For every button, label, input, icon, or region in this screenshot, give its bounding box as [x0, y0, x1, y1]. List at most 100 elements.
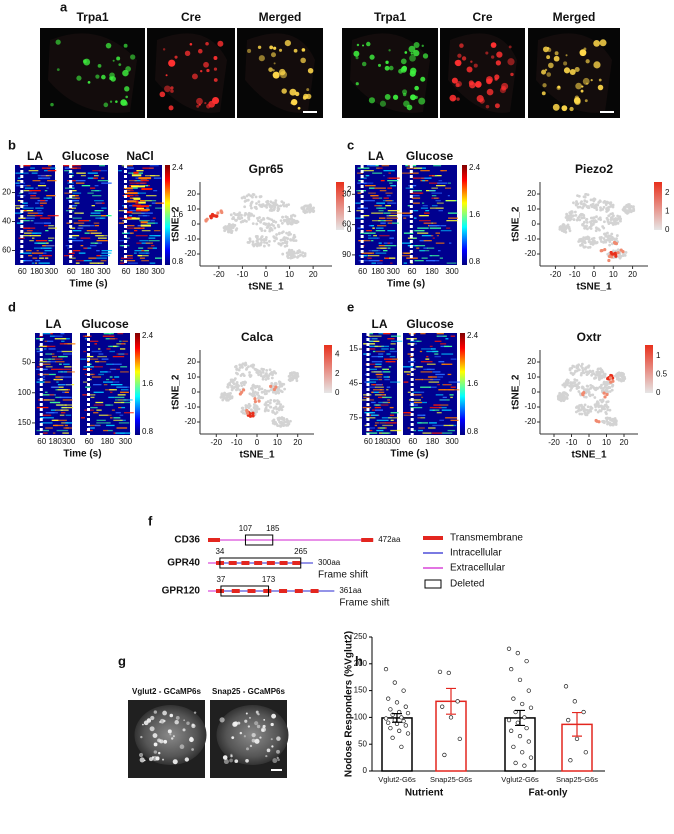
heatmap-streak: [375, 363, 382, 365]
x-axis-title: tSNE_1: [248, 282, 283, 293]
heatmap-streak: [366, 230, 372, 232]
cell-point: [294, 371, 297, 375]
cell-point: [243, 380, 247, 384]
cell-point: [277, 232, 281, 236]
cell-point: [251, 240, 255, 244]
cell-point: [601, 225, 605, 228]
neuron: [277, 758, 280, 762]
heatmap-streak: [363, 200, 375, 202]
cell-point: [270, 218, 274, 222]
heatmap-streak: [99, 170, 108, 172]
data-point: [515, 720, 520, 725]
heatmap-streak: [383, 212, 391, 214]
cell-point: [275, 233, 279, 236]
expressing-cell: [608, 376, 613, 380]
cell-point: [591, 393, 595, 397]
cell-point: [250, 206, 253, 210]
heatmap-streak: [17, 177, 21, 179]
heatmap-streak: [138, 205, 150, 208]
cell-point: [598, 199, 602, 203]
cell: [278, 48, 283, 52]
legend-label: Deleted: [450, 579, 484, 590]
cell-point: [260, 236, 263, 239]
cell-point: [261, 368, 264, 371]
heatmap-streak: [382, 175, 385, 177]
cell-point: [594, 405, 597, 409]
heatmap-streak: [45, 394, 55, 396]
cell-point: [616, 214, 620, 218]
cell-point: [240, 363, 243, 367]
panel-letter: f: [148, 513, 153, 528]
heatmap-streak: [384, 245, 397, 247]
heatmap-streak: [128, 205, 136, 207]
heatmap-streak: [45, 366, 53, 368]
heatmap-streak: [422, 414, 425, 416]
cell-point: [262, 222, 266, 226]
y-tick-label: 40: [2, 217, 11, 226]
heatmap-streak: [98, 373, 105, 376]
colorbar: [654, 182, 662, 230]
heatmap-streak: [64, 187, 75, 189]
neuron: [138, 752, 144, 758]
cell-point: [289, 238, 292, 241]
cell-point: [595, 241, 598, 245]
cell-point: [302, 254, 305, 258]
heatmap-streak: [123, 207, 128, 209]
heatmap-streak: [22, 207, 34, 209]
neuron: [230, 754, 233, 758]
heatmap-streak: [371, 401, 376, 404]
cell-point: [301, 207, 305, 211]
cell-point: [251, 243, 255, 246]
heatmap-streak: [125, 227, 136, 229]
heatmap-streak: [72, 217, 82, 219]
heatmap-streak: [432, 409, 440, 411]
heatmap-streak: [417, 232, 429, 234]
cell-point: [254, 205, 258, 209]
cell: [565, 54, 568, 57]
data-point: [522, 763, 527, 768]
cell-point: [606, 231, 609, 235]
heatmap-streak: [380, 180, 385, 182]
neuron: [251, 732, 256, 738]
cell: [355, 56, 359, 60]
heatmap-streak: [433, 404, 441, 406]
plot-title: Piezo2: [575, 162, 613, 176]
cell: [272, 69, 275, 72]
heatmap-streak: [69, 257, 76, 259]
heatmap-streak: [90, 232, 102, 234]
cell-point: [303, 252, 307, 256]
heatmap-streak: [86, 230, 93, 232]
tissue-outline: [155, 33, 227, 113]
cell-point: [625, 209, 629, 212]
heatmap-streak: [66, 222, 71, 224]
heatmap-streak: [376, 429, 384, 432]
neuron: [186, 721, 190, 725]
heatmap-streak: [444, 345, 453, 348]
neuron: [254, 738, 260, 744]
y-tick-label: 20: [187, 357, 196, 366]
cell-point: [602, 382, 606, 386]
heatmap-streak: [89, 394, 96, 396]
heatmap-streak: [379, 190, 387, 192]
heatmap-streak: [426, 355, 429, 358]
colorbar: [460, 333, 465, 435]
heatmap-streak: [134, 230, 138, 232]
heatmap-streak: [96, 419, 106, 421]
y-tick-label: -10: [184, 234, 196, 243]
heatmap-streak: [368, 192, 376, 194]
data-point: [397, 728, 402, 733]
heatmap-streak: [78, 252, 86, 254]
cell: [413, 42, 420, 49]
y-tick-label: -10: [524, 402, 536, 411]
cell: [400, 58, 407, 65]
heatmap-streak: [378, 217, 386, 219]
cell-point: [266, 216, 270, 220]
heatmap-streak: [43, 247, 53, 249]
heatmap-streak: [121, 245, 124, 247]
heatmap-streak: [138, 252, 149, 254]
heatmap-streak: [387, 399, 391, 401]
heatmap-streak: [383, 170, 395, 172]
heatmap-streak: [32, 257, 38, 259]
heatmap-streak: [414, 245, 426, 247]
heatmap-streak: [34, 222, 44, 224]
